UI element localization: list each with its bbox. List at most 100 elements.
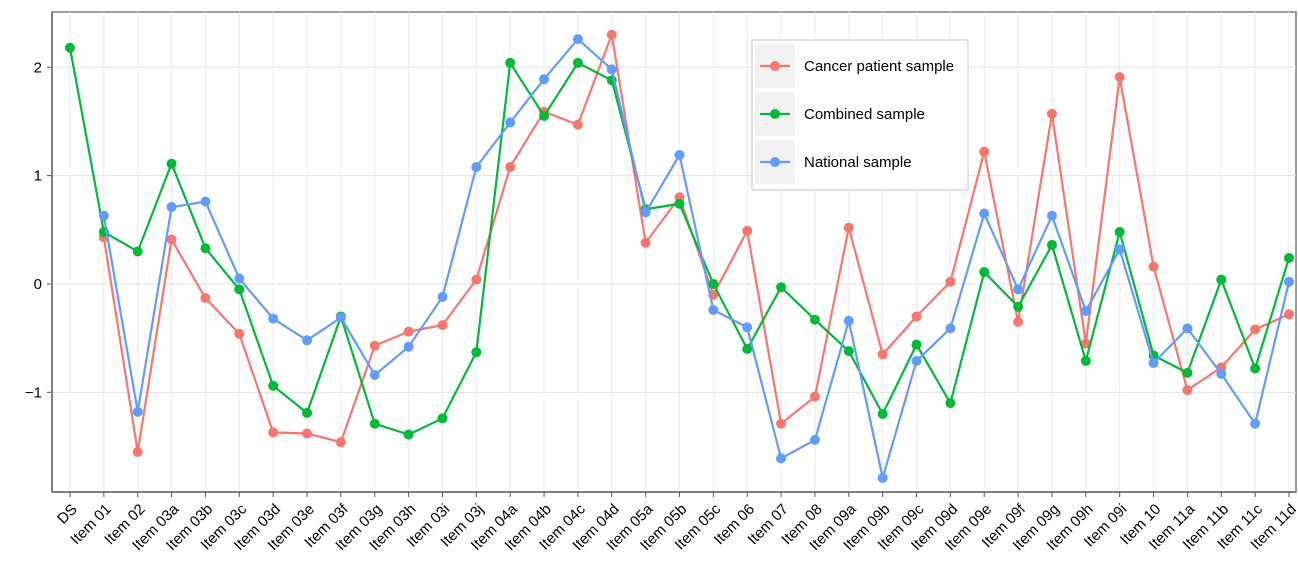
data-point bbox=[1216, 274, 1227, 285]
data-point bbox=[505, 57, 516, 68]
data-point bbox=[234, 328, 245, 339]
data-point bbox=[877, 472, 888, 483]
data-point bbox=[335, 312, 346, 323]
data-point bbox=[1182, 323, 1193, 334]
data-point bbox=[1013, 284, 1024, 295]
data-point bbox=[1250, 363, 1261, 374]
grid bbox=[52, 12, 1296, 492]
x-tick-label: DS bbox=[54, 501, 81, 528]
data-point bbox=[877, 408, 888, 419]
data-point bbox=[674, 198, 685, 209]
data-point bbox=[1284, 276, 1294, 287]
data-point bbox=[979, 208, 990, 219]
data-point bbox=[200, 196, 211, 207]
data-point bbox=[166, 158, 177, 169]
data-point bbox=[1182, 367, 1193, 378]
legend-key-point bbox=[770, 157, 780, 167]
data-point bbox=[776, 418, 787, 429]
data-point bbox=[471, 161, 482, 172]
data-point bbox=[200, 293, 211, 304]
data-point bbox=[1080, 306, 1091, 317]
data-point bbox=[1013, 316, 1024, 327]
data-point bbox=[742, 322, 753, 333]
data-point bbox=[640, 207, 651, 218]
data-point bbox=[403, 341, 414, 352]
data-point bbox=[234, 273, 245, 284]
data-point bbox=[911, 355, 922, 366]
legend: Cancer patient sample Combined sample Nati… bbox=[751, 39, 969, 191]
data-point bbox=[268, 380, 279, 391]
data-point bbox=[572, 57, 583, 68]
data-point bbox=[302, 428, 313, 439]
data-point bbox=[505, 161, 516, 172]
y-tick-label: 1 bbox=[34, 168, 42, 185]
data-point bbox=[132, 246, 143, 257]
data-point bbox=[234, 284, 245, 295]
data-point bbox=[505, 117, 516, 128]
data-point bbox=[539, 74, 550, 85]
legend-key-point bbox=[770, 61, 780, 71]
data-point bbox=[1114, 244, 1125, 255]
data-point bbox=[1046, 239, 1057, 250]
legend-label: National sample bbox=[804, 154, 912, 171]
data-point bbox=[471, 274, 482, 285]
data-point bbox=[471, 347, 482, 358]
data-point bbox=[437, 413, 448, 424]
data-point bbox=[945, 323, 956, 334]
data-point bbox=[1250, 418, 1261, 429]
data-point bbox=[1114, 72, 1125, 83]
data-point bbox=[945, 276, 956, 287]
data-point bbox=[437, 291, 448, 302]
data-point bbox=[572, 119, 583, 130]
data-point bbox=[335, 437, 346, 448]
data-point bbox=[1080, 355, 1091, 366]
data-point bbox=[1148, 358, 1159, 369]
data-point bbox=[708, 278, 719, 289]
data-point bbox=[606, 29, 617, 40]
data-point bbox=[369, 369, 380, 380]
data-point bbox=[1080, 338, 1091, 349]
data-point bbox=[132, 406, 143, 417]
data-point bbox=[437, 320, 448, 331]
data-point bbox=[640, 237, 651, 248]
data-point bbox=[132, 446, 143, 457]
legend-label: Cancer patient sample bbox=[804, 58, 954, 75]
data-point bbox=[674, 150, 685, 161]
data-point bbox=[65, 42, 75, 53]
series-line bbox=[102, 37, 1291, 479]
data-point bbox=[369, 418, 380, 429]
data-point bbox=[268, 313, 279, 324]
legend-label: Combined sample bbox=[804, 106, 925, 123]
data-point bbox=[708, 304, 719, 315]
data-point bbox=[1046, 108, 1057, 119]
data-point bbox=[1013, 301, 1024, 312]
data-point bbox=[369, 340, 380, 351]
data-point bbox=[776, 453, 787, 464]
data-point bbox=[809, 391, 820, 402]
data-point bbox=[1284, 252, 1294, 263]
data-point bbox=[1182, 385, 1193, 396]
data-point bbox=[843, 315, 854, 326]
data-point bbox=[911, 311, 922, 322]
y-tick-label: 2 bbox=[34, 59, 42, 76]
data-point bbox=[809, 434, 820, 445]
data-point bbox=[302, 407, 313, 418]
data-point bbox=[403, 429, 414, 440]
data-point bbox=[268, 427, 279, 438]
data-point bbox=[742, 343, 753, 354]
data-point bbox=[572, 34, 583, 45]
data-point bbox=[945, 398, 956, 409]
data-point bbox=[742, 225, 753, 236]
data-point bbox=[979, 146, 990, 157]
data-point bbox=[911, 339, 922, 350]
data-point bbox=[166, 202, 177, 213]
data-point bbox=[843, 346, 854, 357]
data-point bbox=[539, 111, 550, 122]
data-point bbox=[843, 222, 854, 233]
data-point bbox=[809, 314, 820, 325]
data-point bbox=[776, 282, 787, 293]
data-point bbox=[1284, 309, 1294, 320]
data-point bbox=[979, 267, 990, 278]
